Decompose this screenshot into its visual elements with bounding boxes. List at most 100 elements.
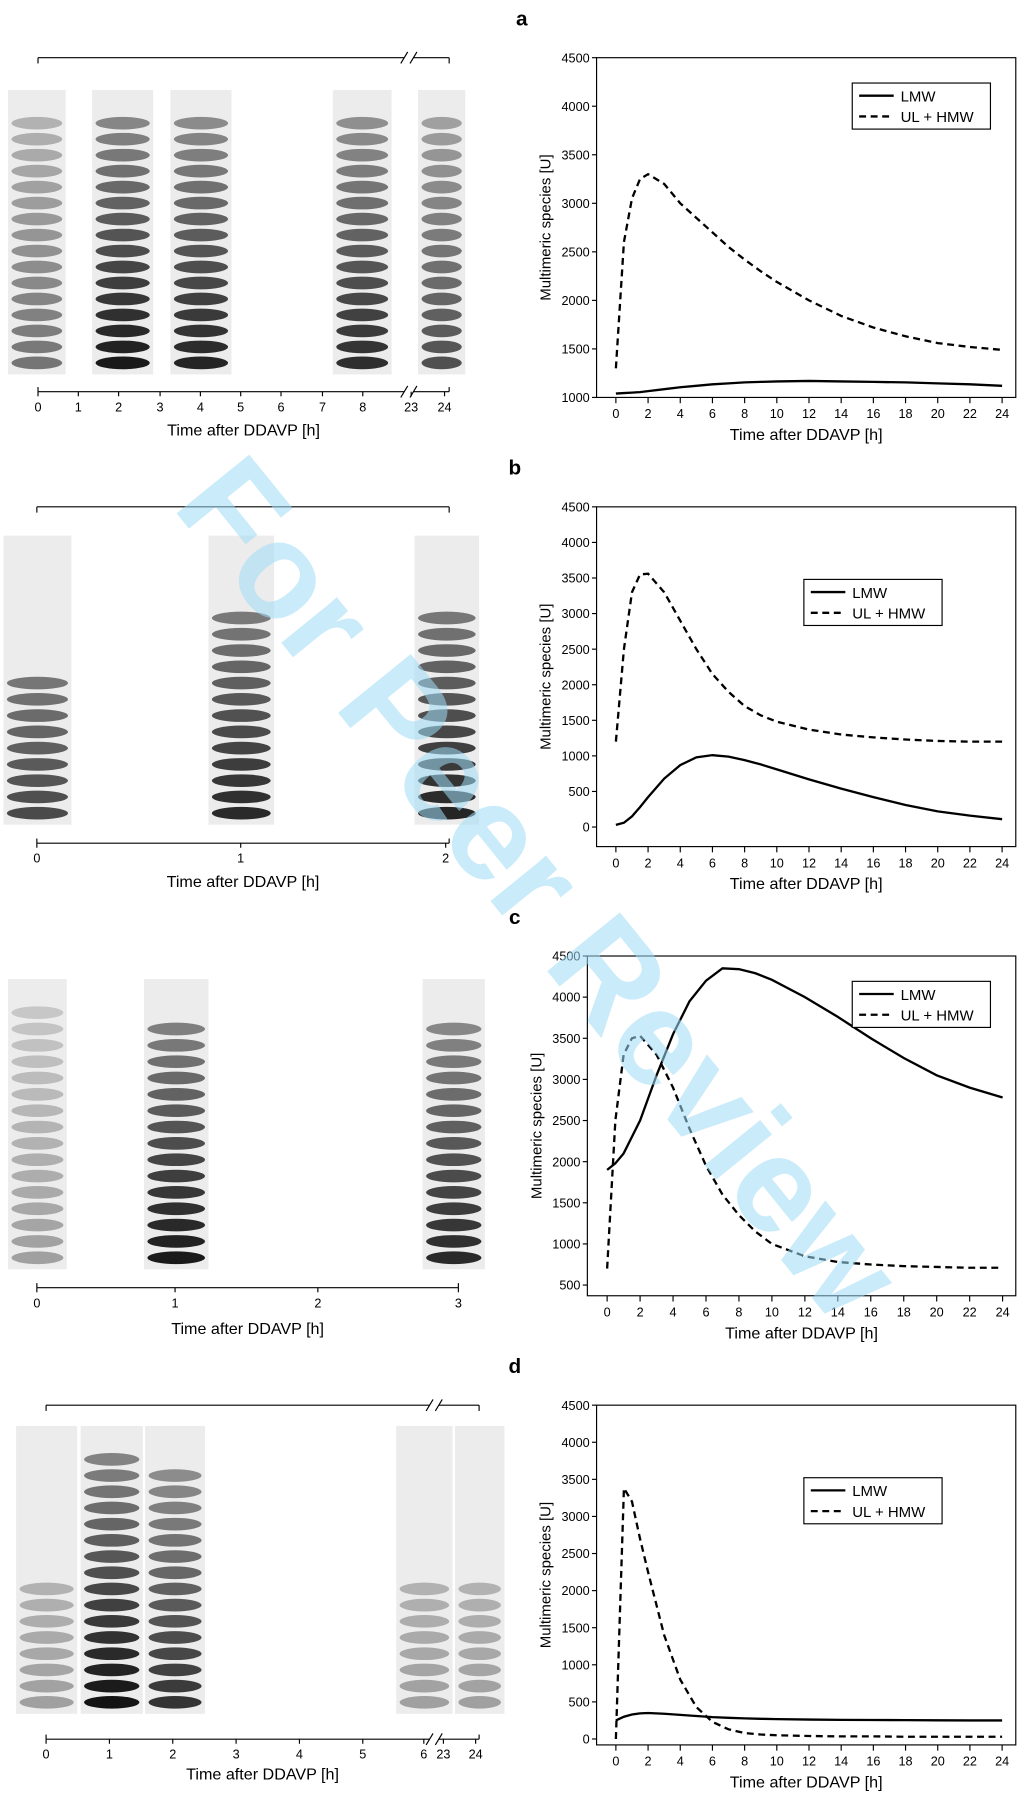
gel-band <box>11 1137 64 1150</box>
gel-band <box>336 260 389 274</box>
gel-band <box>426 1218 482 1232</box>
plot-frame <box>586 955 1017 1297</box>
gel-band <box>421 132 462 146</box>
y-tick-label: 2500 <box>562 643 590 657</box>
gel-band <box>426 1137 482 1150</box>
y-tick-label: 2000 <box>552 1155 580 1169</box>
gel-band <box>418 774 476 787</box>
gel-band <box>426 1251 482 1265</box>
y-tick-label: 3000 <box>562 1510 590 1524</box>
gel-band <box>95 148 150 162</box>
y-tick-label: 3000 <box>552 1073 580 1087</box>
x-tick-label: 10 <box>770 1755 784 1769</box>
gel-band <box>147 1104 205 1118</box>
gel-band <box>148 1517 202 1531</box>
gel-tick-label: 3 <box>157 400 164 414</box>
gel-tick-label: 0 <box>34 400 41 414</box>
axis-break <box>409 51 418 64</box>
gel-band <box>11 324 63 338</box>
gel-band <box>148 1550 202 1563</box>
gel-band <box>399 1647 450 1661</box>
gel-tick-label: 4 <box>296 1748 303 1762</box>
gel-tick-label: 24 <box>469 1748 483 1762</box>
legend-label: UL + HMW <box>901 1008 975 1025</box>
gel-band <box>148 1647 202 1661</box>
gel-band <box>84 1453 140 1466</box>
gel-band <box>336 148 389 162</box>
gel-tick-label: 5 <box>237 400 244 414</box>
gel-band <box>173 324 229 338</box>
series-line <box>615 754 1003 827</box>
axis-break <box>425 1733 434 1746</box>
x-tick-label: 8 <box>741 856 748 870</box>
gel-tick-label: 6 <box>277 400 284 414</box>
x-tick-label: 2 <box>645 856 652 870</box>
gel-band <box>11 164 63 178</box>
axis-break <box>400 385 409 398</box>
gel-band <box>173 212 229 226</box>
legend-box <box>851 82 992 130</box>
y-tick-label: 500 <box>559 1279 580 1293</box>
gel-band <box>95 228 150 242</box>
series-line <box>614 1484 1003 1740</box>
series-line <box>614 172 1003 369</box>
series-line <box>615 1711 1003 1722</box>
gel-band <box>147 1235 205 1248</box>
gel-band <box>211 627 271 641</box>
gel-band <box>173 148 229 162</box>
gel-band <box>11 1006 64 1019</box>
gel-band <box>95 180 150 194</box>
x-tick-label: 6 <box>702 1305 709 1319</box>
plot-frame <box>595 1404 1017 1746</box>
legend-label: LMW <box>852 585 888 602</box>
gel-tick-label: 24 <box>438 400 452 414</box>
legend-label: UL + HMW <box>852 606 926 623</box>
gel-band <box>336 292 389 306</box>
x-tick-label: 18 <box>899 1755 913 1769</box>
gel-band <box>336 308 389 322</box>
gel-tick-label: 0 <box>33 852 40 866</box>
x-axis-title: Time after DDAVP [h] <box>730 1774 883 1792</box>
gel-band <box>418 660 476 674</box>
gel-band <box>95 116 150 130</box>
gel-band <box>84 1469 140 1482</box>
x-axis-title: Time after DDAVP [h] <box>725 1324 878 1342</box>
gel-band <box>426 1120 482 1134</box>
gel-band <box>336 196 389 210</box>
gel-axis-title: Time after DDAVP [h] <box>167 421 320 439</box>
gel-band <box>421 196 462 210</box>
gel-band <box>6 741 68 755</box>
gel-band <box>11 228 63 242</box>
y-tick-label: 0 <box>583 1733 590 1747</box>
gel-band <box>173 132 229 146</box>
gel-band <box>336 276 389 290</box>
gel-band <box>173 116 229 130</box>
gel-band <box>421 212 462 226</box>
gel-band <box>6 806 68 820</box>
gel-band <box>421 148 462 162</box>
y-tick-label: 3000 <box>562 607 590 621</box>
gel-band <box>148 1614 202 1628</box>
x-tick-label: 22 <box>963 1755 977 1769</box>
gel-band <box>84 1485 140 1499</box>
gel-band <box>84 1598 140 1612</box>
gel-band <box>95 196 150 210</box>
y-tick-label: 2000 <box>562 294 590 308</box>
y-tick-label: 4000 <box>562 100 590 114</box>
gel-band <box>84 1647 140 1661</box>
x-tick-label: 16 <box>866 856 880 870</box>
gel-band <box>173 276 229 290</box>
gel-band <box>11 1088 64 1101</box>
gel-band <box>84 1550 140 1563</box>
y-tick-label: 1500 <box>552 1196 580 1210</box>
legend-box <box>851 980 992 1028</box>
plot-frame <box>595 506 1017 848</box>
gel-band <box>426 1071 482 1085</box>
x-tick-label: 20 <box>931 1755 945 1769</box>
gel-band <box>173 180 229 194</box>
gel-band <box>458 1647 501 1661</box>
gel-band <box>6 692 68 706</box>
x-tick-label: 20 <box>931 407 945 421</box>
gel-band <box>336 212 389 226</box>
y-tick-label: 4500 <box>562 1399 590 1413</box>
